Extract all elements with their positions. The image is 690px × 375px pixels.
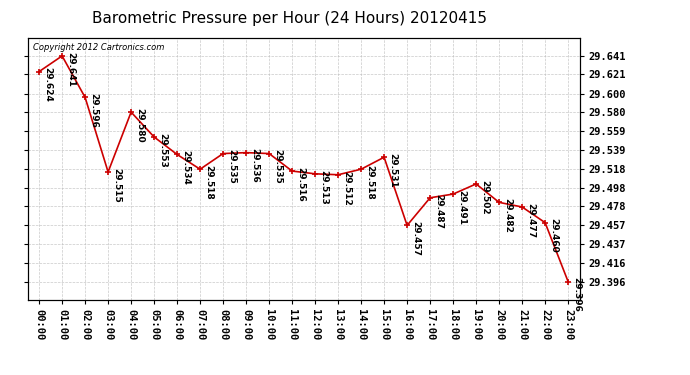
Text: 29.518: 29.518	[204, 165, 213, 200]
Text: Barometric Pressure per Hour (24 Hours) 20120415: Barometric Pressure per Hour (24 Hours) …	[92, 11, 487, 26]
Text: 29.516: 29.516	[296, 167, 305, 202]
Text: 29.457: 29.457	[411, 221, 420, 256]
Text: Copyright 2012 Cartronics.com: Copyright 2012 Cartronics.com	[33, 43, 164, 52]
Text: 29.512: 29.512	[342, 171, 351, 206]
Text: 29.502: 29.502	[480, 180, 489, 214]
Text: 29.535: 29.535	[273, 149, 282, 184]
Text: 29.534: 29.534	[181, 150, 190, 185]
Text: 29.518: 29.518	[365, 165, 374, 200]
Text: 29.487: 29.487	[434, 194, 443, 229]
Text: 29.553: 29.553	[158, 133, 167, 168]
Text: 29.482: 29.482	[503, 198, 512, 233]
Text: 29.513: 29.513	[319, 170, 328, 204]
Text: 29.460: 29.460	[549, 219, 558, 253]
Text: 29.535: 29.535	[227, 149, 236, 184]
Text: 29.396: 29.396	[572, 278, 581, 312]
Text: 29.536: 29.536	[250, 148, 259, 183]
Text: 29.596: 29.596	[89, 93, 98, 128]
Text: 29.515: 29.515	[112, 168, 121, 202]
Text: 29.641: 29.641	[66, 52, 75, 87]
Text: 29.491: 29.491	[457, 190, 466, 225]
Text: 29.477: 29.477	[526, 203, 535, 238]
Text: 29.531: 29.531	[388, 153, 397, 188]
Text: 29.624: 29.624	[43, 68, 52, 102]
Text: 29.580: 29.580	[135, 108, 144, 142]
